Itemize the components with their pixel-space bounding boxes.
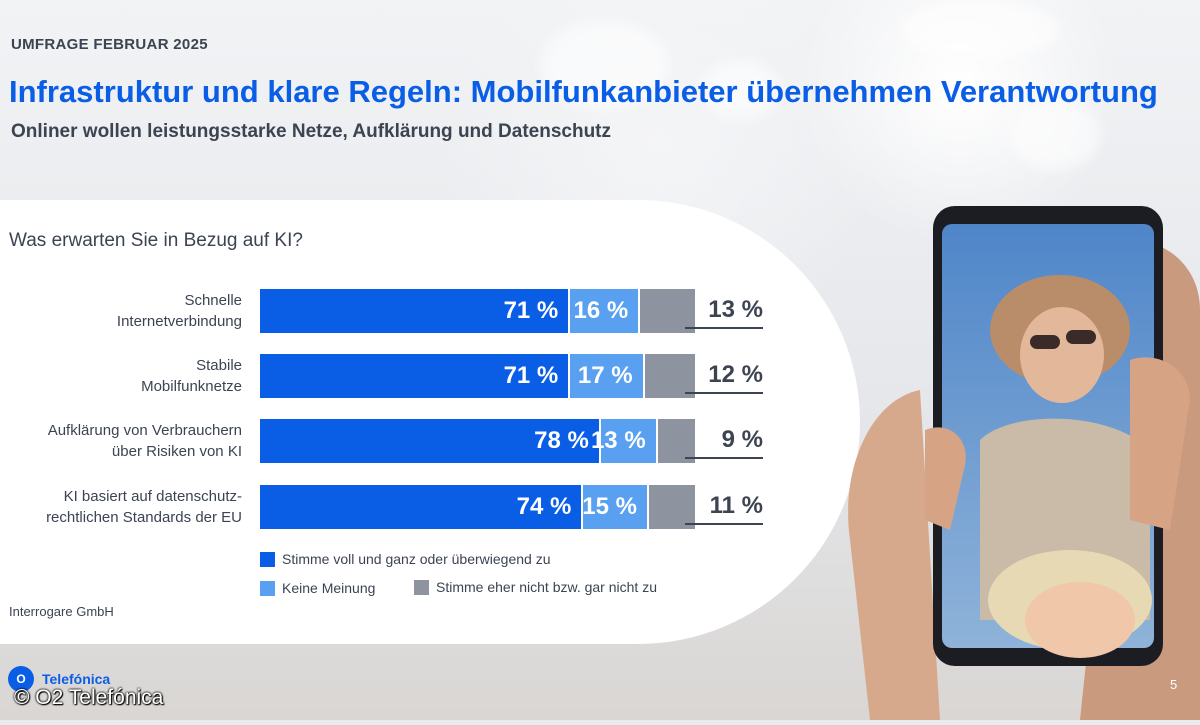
category-label: Schnelle Internetverbindung — [0, 290, 242, 332]
data-label-underline — [685, 523, 763, 525]
category-label-line: rechtlichen Standards der EU — [46, 509, 242, 526]
legend-swatch-neutral — [260, 580, 275, 596]
phone-photo — [830, 200, 1200, 720]
bar-segment-neutral: 16 % — [570, 289, 639, 333]
legend-label-disagree: Stimme eher nicht bzw. gar nicht zu — [436, 579, 657, 595]
bar-segment-disagree — [648, 485, 695, 529]
category-label: Stabile Mobilfunknetze — [0, 355, 242, 397]
source-note: Interrogare GmbH — [9, 604, 114, 619]
bar-segment-neutral: 13 % — [591, 419, 656, 463]
category-label-line: KI basiert auf datenschutz- — [63, 488, 242, 505]
data-label: 74 % — [516, 493, 572, 520]
legend-item-neutral: Keine Meinung — [260, 580, 375, 596]
data-label: 17 % — [577, 362, 633, 389]
data-label: 71 % — [503, 297, 559, 324]
data-label-underline — [685, 457, 763, 459]
bar-segment-agree: 78 % — [260, 419, 599, 463]
data-label-underline — [685, 392, 763, 394]
survey-kicker: UMFRAGE FEBRUAR 2025 — [11, 36, 208, 53]
page-number: 5 — [1170, 677, 1178, 692]
bar-segment-disagree — [640, 289, 695, 333]
category-label-line: Mobilfunknetze — [141, 378, 242, 395]
category-label: Aufklärung von Verbrauchern über Risiken … — [0, 420, 242, 462]
legend-item-disagree: Stimme eher nicht bzw. gar nicht zu — [414, 579, 657, 595]
category-label-line: Aufklärung von Verbrauchern — [47, 422, 242, 439]
category-label-line: Stabile — [196, 357, 242, 374]
data-label-disagree: 12 % — [708, 361, 763, 388]
bar-segment-disagree — [644, 354, 695, 398]
chart-question: Was erwarten Sie in Bezug auf KI? — [9, 230, 303, 251]
data-label-disagree: 11 % — [709, 492, 763, 519]
bar-segment-agree: 74 % — [260, 485, 582, 529]
bar-segment-disagree — [657, 419, 695, 463]
bar-segment-agree: 71 % — [260, 289, 569, 333]
legend-item-agree: Stimme voll und ganz oder überwiegend zu — [260, 551, 551, 567]
data-label-underline — [685, 327, 763, 329]
page-title: Infrastruktur und klare Regeln: Mobilfun… — [9, 74, 1158, 109]
header: UMFRAGE FEBRUAR 2025 Infrastruktur und k… — [0, 0, 1200, 200]
bar-segment-agree: 71 % — [260, 354, 569, 398]
category-label-line: Schnelle — [184, 292, 242, 309]
data-label-disagree: 13 % — [708, 296, 763, 323]
legend-swatch-disagree — [414, 579, 429, 595]
data-label: 15 % — [582, 493, 637, 520]
legend-label-neutral: Keine Meinung — [282, 580, 376, 596]
category-label-line: über Risiken von KI — [111, 443, 242, 460]
data-label: 71 % — [503, 362, 559, 389]
data-label-disagree: 9 % — [721, 426, 763, 453]
data-label: 78 % — [534, 427, 589, 454]
copyright-watermark: © O2 Telefónica — [14, 686, 164, 709]
legend-swatch-agree — [260, 551, 275, 567]
category-label: KI basiert auf datenschutz-rechtlichen S… — [0, 486, 242, 528]
data-label: 13 % — [590, 427, 646, 454]
logo-text: Telefónica — [42, 671, 111, 687]
legend-label-agree: Stimme voll und ganz oder überwiegend zu — [282, 551, 551, 567]
data-label: 16 % — [573, 297, 629, 324]
bar-segment-neutral: 17 % — [570, 354, 643, 398]
o2-logo-icon: O — [8, 666, 34, 692]
category-label-line: Internetverbindung — [116, 313, 242, 330]
bar-segment-neutral: 15 % — [582, 485, 647, 529]
telefonica-logo: O Telefónica — [8, 666, 110, 692]
page-subtitle: Onliner wollen leistungsstarke Netze, Au… — [11, 121, 612, 142]
